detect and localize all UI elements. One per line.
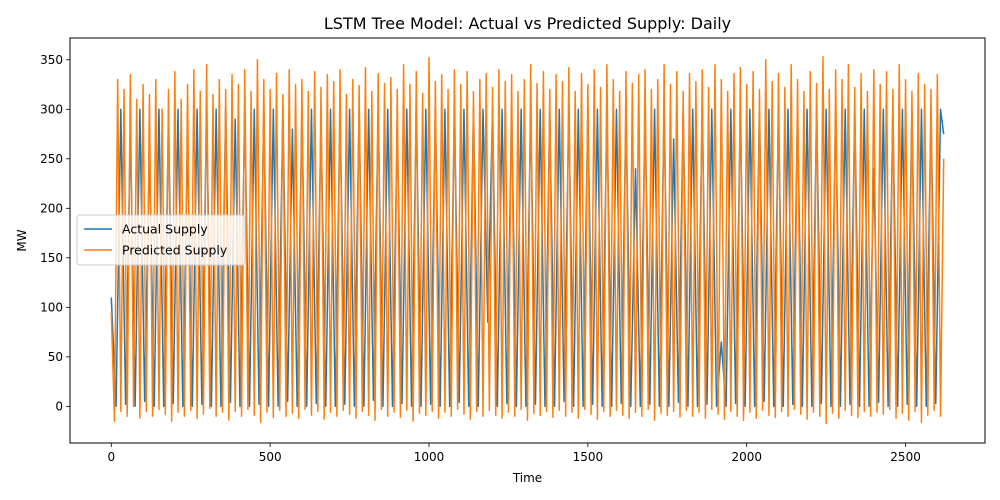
x-tick-label: 2500 bbox=[890, 450, 921, 464]
x-tick-label: 2000 bbox=[731, 450, 762, 464]
series-layer bbox=[110, 56, 945, 424]
y-axis-label: MW bbox=[15, 229, 29, 251]
y-tick-label: 150 bbox=[40, 251, 63, 265]
y-tick-label: 0 bbox=[55, 399, 63, 413]
y-tick-label: 250 bbox=[40, 152, 63, 166]
legend-label-predicted-supply: Predicted Supply bbox=[122, 243, 228, 258]
legend: Actual Supply Predicted Supply bbox=[76, 214, 246, 266]
y-axis: 0 50 100 150 200 250 300 350 bbox=[40, 53, 70, 413]
y-tick-label: 300 bbox=[40, 102, 63, 116]
legend-box bbox=[76, 214, 246, 266]
x-axis: 0 500 1000 1500 2000 2500 bbox=[107, 443, 921, 464]
x-tick-label: 0 bbox=[107, 450, 115, 464]
y-tick-label: 350 bbox=[40, 53, 63, 67]
x-tick-label: 1500 bbox=[573, 450, 604, 464]
legend-label-actual-supply: Actual Supply bbox=[122, 222, 208, 237]
x-tick-label: 1000 bbox=[414, 450, 445, 464]
plot-frame bbox=[69, 37, 986, 444]
y-tick-label: 50 bbox=[48, 350, 63, 364]
y-tick-label: 100 bbox=[40, 300, 63, 314]
series-line-predicted-supply bbox=[110, 56, 945, 424]
x-tick-label: 500 bbox=[259, 450, 282, 464]
x-axis-label: Time bbox=[512, 471, 542, 485]
chart-title: LSTM Tree Model: Actual vs Predicted Sup… bbox=[324, 14, 731, 33]
y-tick-label: 200 bbox=[40, 201, 63, 215]
